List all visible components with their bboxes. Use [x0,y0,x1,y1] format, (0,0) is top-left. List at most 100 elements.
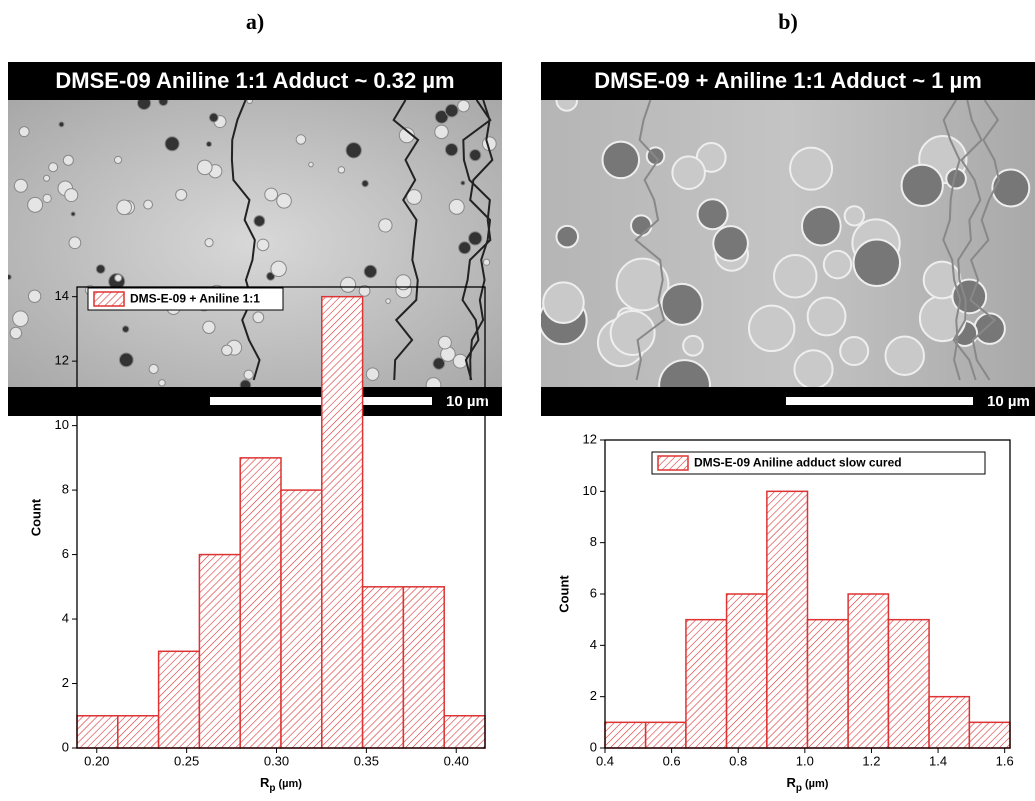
sem-particle [346,143,361,158]
histogram-bar [808,620,849,748]
sem-particle [362,180,368,186]
scale-bar-label: 10 µm [446,393,489,410]
x-tick-label: 0.20 [84,753,109,768]
sem-particle [257,239,269,251]
sem-particle [71,212,75,216]
sem-particle [790,148,832,190]
sem-particle [19,127,29,137]
x-tick-label: 0.35 [354,753,379,768]
sem-particle [543,282,584,323]
sem-particle [271,261,286,276]
panel-label: a) [246,9,264,34]
sem-particle [203,321,215,333]
sem-particle [244,370,253,379]
sem-particle [794,350,832,388]
sem-particle [461,181,465,185]
sem-particle [458,100,470,112]
sem-particle [364,265,376,277]
y-tick-label: 8 [62,482,69,497]
sem-particle [63,155,73,165]
y-axis-label: Count [556,575,571,613]
sem-particle [122,326,128,332]
sem-particle [115,274,122,281]
sem-particle [96,265,105,274]
sem-particle [435,125,449,139]
sem-particle [165,137,179,151]
sem-particle [114,156,121,163]
histogram-bar [848,594,888,748]
sem-particle [176,189,187,200]
sem-particle [602,142,639,179]
y-tick-label: 0 [590,739,597,754]
sem-particle [341,277,356,292]
sem-particle [445,143,457,155]
sem-particle [366,368,379,381]
y-tick-label: 10 [55,417,69,432]
histogram-bar [199,555,240,748]
y-tick-label: 14 [55,288,69,303]
sem-particle [453,354,467,368]
sem-particle [309,162,314,167]
x-axis-label-sub: p [269,783,275,794]
y-tick-label: 4 [62,610,69,625]
sem-particle [205,239,213,247]
histogram-bar [727,594,767,748]
x-tick-label: 0.30 [264,753,289,768]
legend-label: DMS-E-09 Aniline adduct slow cured [694,456,902,470]
sem-particle [254,216,265,227]
sem-particle [433,358,445,370]
sem-particle [13,311,29,327]
y-tick-label: 12 [55,353,69,368]
x-axis-label: Rp(µm) [787,775,829,793]
sem-particle [265,188,278,201]
histogram-bar [77,716,118,748]
x-tick-label: 0.40 [444,753,469,768]
y-tick-label: 2 [62,675,69,690]
sem-particle [277,194,292,209]
sem-particle [386,299,391,304]
sem-particle [43,194,51,202]
sem-particle [49,163,58,172]
histogram-bar [363,587,404,748]
sem-particle [698,199,728,229]
figure: a) DMSE-09 Aniline 1:1 Adduct ~ 0.32 µm 10… [0,0,1035,801]
sem-particle [253,312,264,323]
sem-particle [662,284,703,325]
sem-particle [885,336,923,374]
sem-particle [28,197,43,212]
scale-bar [210,397,432,405]
histogram-bar [322,297,363,748]
sem-particle [28,290,40,302]
x-tick-label: 1.6 [996,753,1014,768]
sem-particle [854,240,900,286]
sem-particle [10,327,22,339]
histogram-bar [605,722,646,748]
sem-particle [469,232,482,245]
sem-particle [59,122,64,127]
sem-particle [902,165,943,206]
x-tick-label: 1.2 [862,753,880,768]
y-tick-label: 0 [62,739,69,754]
x-axis-label: Rp(µm) [260,775,302,793]
image-caption: DMSE-09 Aniline 1:1 Adduct ~ 0.32 µm [55,68,454,93]
sem-particle [14,179,27,192]
legend-label: DMS-E-09 + Aniline 1:1 [130,292,260,306]
sem-particle [69,237,81,249]
x-tick-label: 1.0 [796,753,814,768]
histogram-bar [159,651,200,748]
sem-particle [802,207,841,246]
sem-particle [845,206,864,225]
x-tick-label: 0.6 [663,753,681,768]
x-tick-label: 1.4 [929,753,947,768]
histogram-bar [281,490,322,748]
sem-particle [117,200,132,215]
sem-particle [840,337,868,365]
y-tick-label: 2 [590,688,597,703]
x-tick-label: 0.4 [596,753,614,768]
histogram-bar [969,722,1010,748]
x-axis-label-unit: (µm) [805,778,829,790]
panel-label: b) [778,9,798,34]
sem-particle [974,313,1004,343]
histogram-bar [929,697,969,748]
sem-particle [119,353,133,367]
